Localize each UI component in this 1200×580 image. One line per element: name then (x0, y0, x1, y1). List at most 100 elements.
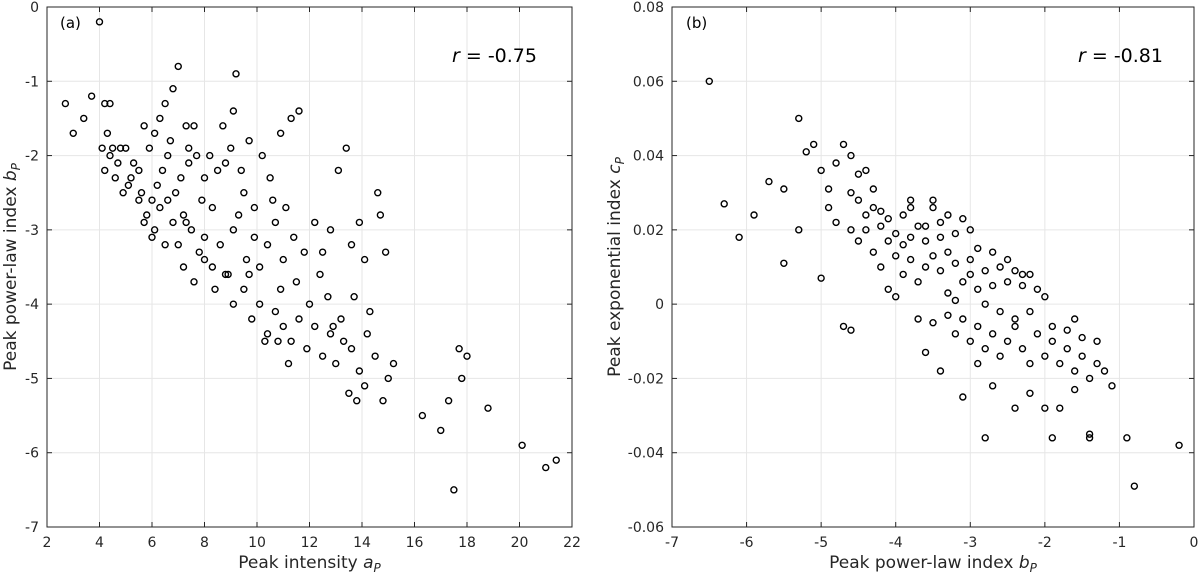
scatter-point (1041, 352, 1049, 360)
y-axis-label-a: Peak power-law index bP (1, 162, 23, 371)
scatter-point (347, 241, 356, 249)
scatter-point (69, 129, 77, 137)
scatter-point (1108, 382, 1116, 390)
scatter-point (974, 359, 982, 368)
scatter-point (809, 140, 818, 149)
scatter-point (988, 382, 997, 390)
scatter-point (1123, 434, 1131, 442)
scatter-point (190, 278, 198, 286)
scatter-point (366, 307, 374, 316)
x-axis-label-a-main: Peak intensity (238, 553, 363, 573)
scatter-point (282, 203, 290, 212)
scatter-point (951, 330, 960, 338)
scatter-point (988, 248, 997, 256)
scatter-point (542, 463, 550, 472)
y-tick-label: -0.06 (628, 520, 664, 536)
scatter-point (899, 241, 907, 249)
panel-label-a: (a) (60, 14, 81, 32)
scatter-point (150, 226, 159, 234)
scatter-point (884, 285, 892, 293)
scatter-point (981, 345, 989, 353)
scatter-point (1041, 293, 1049, 301)
scatter-point (1048, 322, 1057, 331)
scatter-point (158, 166, 167, 175)
scatter-point (981, 434, 989, 442)
x-axis-label-b-sub: P (1030, 561, 1038, 575)
scatter-point (242, 255, 251, 264)
x-tick-label: -2 (1038, 535, 1052, 551)
x-tick-label: -4 (889, 535, 903, 551)
scatter-point (944, 311, 952, 319)
scatter-point (271, 218, 280, 227)
scatter-point (929, 319, 937, 327)
scatter-point (552, 456, 560, 464)
scatter-point (921, 263, 930, 271)
x-tick-label: 2 (43, 535, 52, 551)
scatter-point (245, 137, 253, 145)
ticks-a: 2 4 6 8 10 12 14 16 18 20 22 -7 -6 -5 -4 -3 -2 -1 0 (25, 0, 581, 551)
scatter-point (303, 345, 311, 353)
x-tick-label: 10 (248, 535, 266, 551)
scatter-point (229, 226, 238, 234)
scatter-point (765, 177, 773, 186)
scatter-point (190, 122, 198, 130)
y-tick-label: -3 (25, 223, 39, 239)
scatter-point (418, 411, 427, 420)
scatter-point (929, 196, 937, 204)
x-tick-label: 16 (406, 535, 424, 551)
grid-a (47, 7, 572, 527)
scatter-point (847, 226, 855, 234)
scatter-point (255, 300, 264, 308)
scatter-point (153, 181, 161, 189)
x-axis-label-b-var: b (1019, 553, 1030, 573)
scatter-point (899, 211, 907, 219)
y-axis-label-b-var: c (605, 164, 625, 174)
scatter-point (1033, 285, 1042, 293)
scatter-point (169, 85, 177, 93)
scatter-point (988, 330, 997, 338)
grid-b (672, 7, 1194, 527)
scatter-point (374, 189, 382, 197)
scatter-point (877, 207, 885, 215)
y-axis-label-b-main: Peak exponential index (605, 174, 625, 377)
scatter-point (1093, 337, 1101, 345)
y-tick-label: 0 (30, 0, 39, 16)
scatter-point (360, 382, 369, 390)
scatter-point (1003, 337, 1012, 345)
scatter-point (169, 218, 177, 227)
scatter-point (1093, 359, 1101, 368)
scatter-point (1063, 326, 1071, 334)
corr-value-a: = -0.75 (460, 45, 537, 67)
scatter-point (179, 211, 188, 219)
scatter-point (200, 233, 209, 241)
scatter-point (290, 233, 298, 241)
scatter-point (839, 322, 848, 331)
scatter-point (195, 248, 203, 256)
scatter-point (101, 99, 109, 108)
scatter-point (959, 393, 967, 401)
scatter-point (854, 196, 863, 204)
scatter-point (1011, 315, 1019, 323)
scatter-point (137, 189, 146, 197)
scatter-point (98, 144, 106, 152)
scatter-point (295, 315, 303, 323)
scatter-point (944, 211, 952, 219)
scatter-point (929, 203, 937, 212)
scatter-point (906, 255, 915, 264)
scatter-point (376, 211, 385, 219)
corr-value-b: = -0.81 (1086, 45, 1163, 67)
scatter-point (966, 255, 974, 264)
scatter-point (1018, 281, 1027, 290)
scatter-point (287, 114, 295, 123)
scatter-point (95, 18, 104, 26)
scatter-point (337, 315, 345, 323)
scatter-point (869, 248, 878, 256)
scatter-point (921, 237, 930, 245)
y-axis-label-b: Peak exponential index cP (605, 156, 627, 376)
scatter-point (300, 248, 308, 256)
scatter-point (1175, 441, 1183, 449)
scatter-point (936, 233, 945, 241)
scatter-point (250, 233, 259, 241)
scatter-point (869, 203, 878, 212)
scatter-point (119, 189, 127, 197)
